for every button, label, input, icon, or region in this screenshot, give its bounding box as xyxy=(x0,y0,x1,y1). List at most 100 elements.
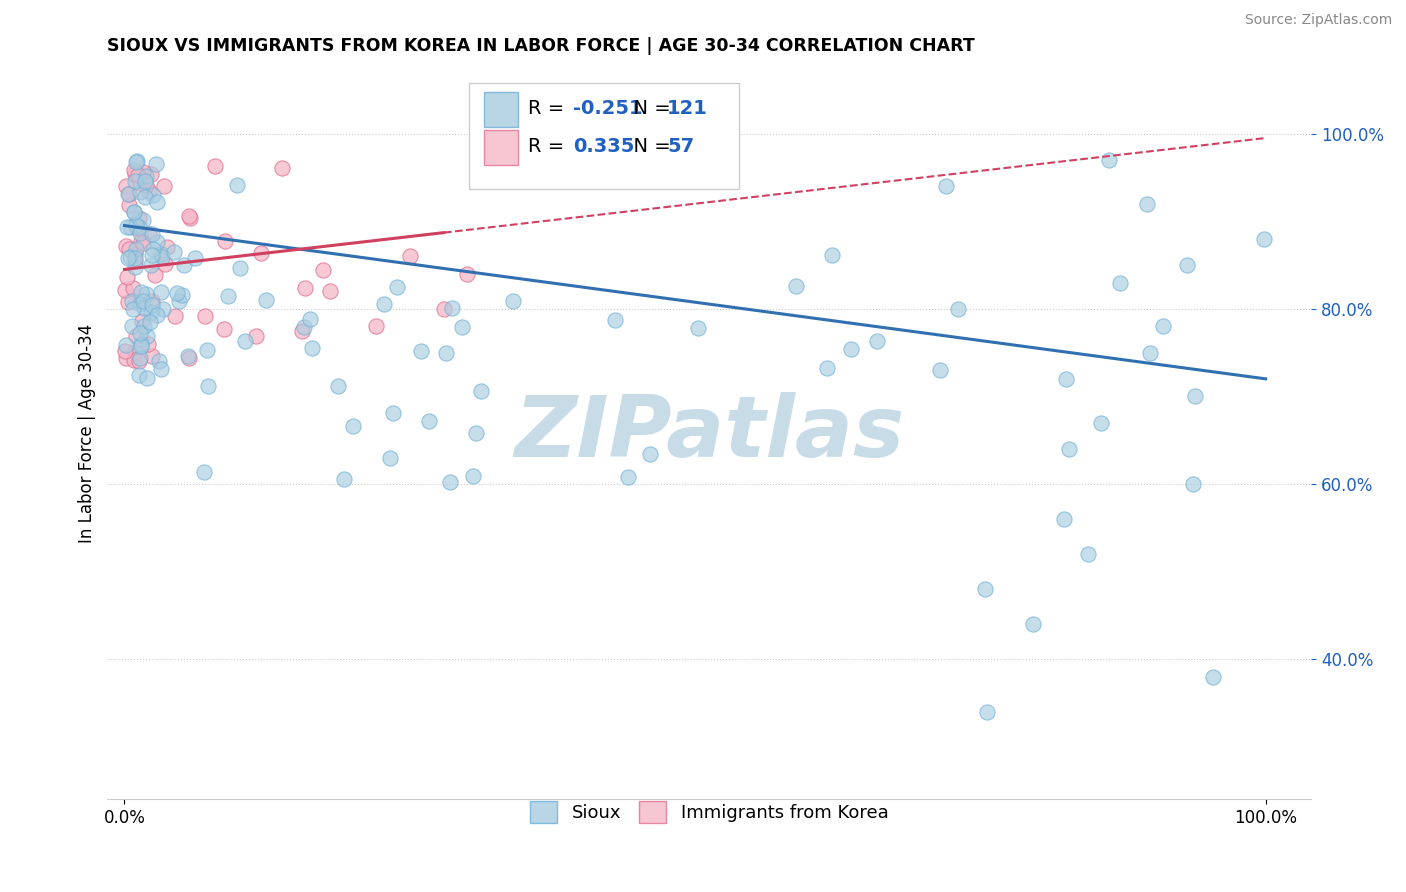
Point xyxy=(141,294,163,309)
Point xyxy=(502,294,524,309)
Point xyxy=(135,286,157,301)
Point xyxy=(141,227,163,241)
Point xyxy=(124,345,146,359)
Point xyxy=(1108,276,1130,290)
Point xyxy=(118,251,141,265)
Point xyxy=(976,705,998,719)
Point xyxy=(150,362,173,376)
Point xyxy=(177,209,200,223)
Point xyxy=(138,316,160,330)
Point xyxy=(177,351,200,365)
Point xyxy=(1098,153,1121,167)
Point xyxy=(118,243,141,257)
Point xyxy=(128,368,150,383)
Point xyxy=(117,295,139,310)
Point xyxy=(1053,512,1076,526)
Point xyxy=(129,339,152,353)
Point xyxy=(145,268,167,282)
Point xyxy=(117,251,139,265)
Point xyxy=(212,321,235,335)
Point xyxy=(170,287,193,301)
Point xyxy=(124,167,146,181)
Point xyxy=(115,351,138,365)
Point xyxy=(177,349,200,363)
Legend: Sioux, Immigrants from Korea: Sioux, Immigrants from Korea xyxy=(523,794,896,830)
FancyBboxPatch shape xyxy=(468,83,740,188)
Point xyxy=(974,582,997,596)
Point xyxy=(398,249,420,263)
Point xyxy=(638,447,661,461)
Point xyxy=(1090,416,1112,430)
Point xyxy=(136,329,159,343)
Point xyxy=(134,190,156,204)
Point xyxy=(815,361,838,376)
Point xyxy=(866,334,889,348)
Text: Source: ZipAtlas.com: Source: ZipAtlas.com xyxy=(1244,13,1392,28)
Point xyxy=(117,186,139,201)
Text: ZIPatlas: ZIPatlas xyxy=(515,392,904,475)
Point xyxy=(124,218,146,232)
Point xyxy=(139,258,162,272)
Point xyxy=(128,353,150,368)
Point xyxy=(226,178,249,192)
Point xyxy=(440,301,463,315)
Point xyxy=(134,174,156,188)
Point xyxy=(132,294,155,309)
Point xyxy=(385,280,408,294)
Point xyxy=(124,251,146,265)
Point xyxy=(1022,617,1045,632)
Point xyxy=(136,337,159,351)
Point xyxy=(142,242,165,256)
Point xyxy=(124,247,146,261)
FancyBboxPatch shape xyxy=(484,130,517,165)
Point xyxy=(301,342,323,356)
Point xyxy=(128,326,150,341)
Point xyxy=(128,176,150,190)
Point xyxy=(409,343,432,358)
Point xyxy=(129,285,152,299)
Point xyxy=(373,297,395,311)
Point xyxy=(1253,232,1275,246)
Point xyxy=(326,378,349,392)
Point xyxy=(434,346,457,360)
Point xyxy=(184,251,207,265)
Point xyxy=(145,195,167,210)
Point xyxy=(142,187,165,202)
Point xyxy=(117,270,139,285)
Point xyxy=(155,240,177,254)
Y-axis label: In Labor Force | Age 30-34: In Labor Force | Age 30-34 xyxy=(79,324,96,543)
Point xyxy=(125,155,148,169)
Point xyxy=(145,156,167,170)
Point xyxy=(194,309,217,323)
Point xyxy=(131,314,153,328)
Point xyxy=(132,235,155,250)
Point xyxy=(299,311,322,326)
Point xyxy=(333,472,356,486)
Point xyxy=(785,278,807,293)
Point xyxy=(820,248,842,262)
Point xyxy=(121,293,143,308)
Point xyxy=(150,285,173,299)
Text: SIOUX VS IMMIGRANTS FROM KOREA IN LABOR FORCE | AGE 30-34 CORRELATION CHART: SIOUX VS IMMIGRANTS FROM KOREA IN LABOR … xyxy=(107,37,976,55)
Point xyxy=(382,406,405,420)
Point xyxy=(167,293,190,308)
Point xyxy=(121,318,143,333)
Text: 121: 121 xyxy=(668,99,709,118)
Point xyxy=(122,204,145,219)
FancyBboxPatch shape xyxy=(484,92,517,128)
Point xyxy=(138,184,160,198)
Point xyxy=(129,351,152,365)
Point xyxy=(153,257,176,271)
Point xyxy=(312,263,335,277)
Point xyxy=(124,260,146,274)
Point xyxy=(364,319,387,334)
Point xyxy=(115,178,138,193)
Point xyxy=(451,319,474,334)
Text: N =: N = xyxy=(621,136,678,156)
Point xyxy=(124,253,146,268)
Point xyxy=(122,163,145,178)
Point xyxy=(163,309,186,323)
Point xyxy=(245,329,267,343)
Point xyxy=(115,338,138,352)
Point xyxy=(153,178,176,193)
